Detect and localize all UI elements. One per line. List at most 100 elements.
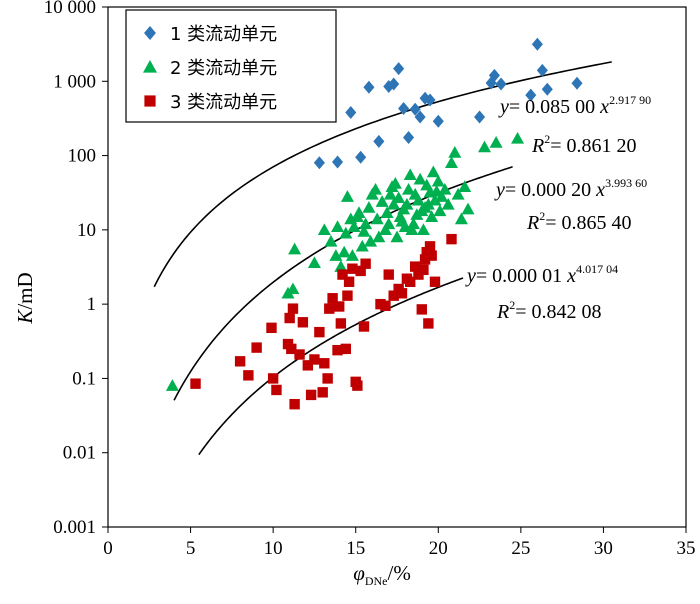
data-point [305, 389, 317, 401]
r2-superscript: 2 [509, 298, 515, 312]
plot-frame [107, 6, 687, 528]
y-tick-label: 0.001 [53, 517, 96, 538]
equation-coef: 0.000 01 [492, 265, 567, 287]
data-point [380, 206, 394, 218]
data-point [243, 370, 254, 381]
data-point [319, 358, 330, 369]
r2-superscript: 2 [544, 132, 550, 146]
data-point [286, 343, 297, 355]
data-point [345, 249, 359, 261]
data-point [425, 210, 439, 222]
data-point [419, 254, 431, 265]
data-point [402, 182, 416, 195]
data-point [489, 135, 503, 148]
data-point [334, 301, 345, 312]
data-point [407, 217, 421, 230]
data-point [313, 156, 325, 170]
x-tick-label: 30 [594, 538, 613, 559]
data-point [288, 242, 302, 255]
data-point [324, 303, 335, 314]
data-point [414, 110, 426, 124]
data-point [444, 156, 458, 168]
legend-label-3: 3 类流动单元 [170, 92, 277, 113]
equation-coef: 0.000 20 [521, 179, 596, 201]
fit-curve-1 [153, 61, 612, 288]
equation-eq: = [476, 265, 492, 287]
fit-equation-1: y= 0.085 00 x2.917 90 [498, 93, 651, 118]
data-point [396, 288, 408, 299]
data-point [317, 223, 331, 236]
data-point [418, 264, 429, 275]
data-point [458, 180, 472, 192]
y-axis-symbol: K [13, 309, 37, 325]
data-point [337, 269, 348, 280]
equation-y: y [498, 96, 509, 118]
data-point [364, 234, 378, 247]
data-point [372, 230, 386, 243]
data-point [446, 233, 457, 245]
r2-symbol: R [531, 135, 544, 157]
x-tick-label: 20 [429, 538, 448, 559]
x-tick-label: 10 [264, 538, 283, 559]
data-point [357, 225, 371, 237]
data-point [448, 145, 462, 158]
y-tick-label: 10 000 [44, 0, 96, 18]
equation-y: y [465, 265, 476, 287]
data-point [390, 230, 404, 243]
y-tick-label: 10 [77, 220, 96, 241]
fit-equation-3: y= 0.000 01 x4.017 04 [465, 262, 618, 287]
data-point [411, 193, 425, 206]
data-point [426, 165, 440, 178]
y-tick-label: 0.1 [72, 368, 96, 389]
fit-curve-3 [198, 277, 464, 456]
data-point [432, 114, 444, 128]
x-axis: 0 5 10 15 20 25 30 35 [103, 527, 696, 559]
data-point [355, 265, 366, 277]
data-point [302, 360, 314, 371]
data-point [388, 177, 402, 189]
legend-marker-2 [143, 60, 157, 73]
data-point [337, 245, 351, 258]
legend: 1 类流动单元 2 类流动单元 3 类流动单元 [125, 9, 337, 123]
data-point [340, 343, 352, 355]
data-point [287, 303, 299, 314]
data-point [488, 68, 500, 82]
data-point [541, 82, 553, 96]
equation-y: y [494, 179, 505, 201]
data-point [393, 62, 405, 76]
data-point [441, 197, 455, 210]
x-tick-label: 35 [677, 538, 696, 559]
data-point [347, 220, 361, 232]
legend-label-2: 2 类流动单元 [170, 58, 277, 79]
data-point [347, 263, 358, 274]
data-point [345, 106, 357, 120]
y-tick-label: 1 [87, 294, 97, 315]
data-point [531, 37, 543, 51]
r2-eq: = 0.842 08 [515, 301, 601, 323]
data-point [327, 293, 338, 304]
data-point [511, 131, 525, 144]
r2-symbol: R [526, 212, 539, 234]
data-point [332, 344, 343, 356]
data-point [433, 204, 447, 217]
data-point [335, 318, 347, 329]
y-tick-label: 0.01 [63, 443, 96, 464]
data-point [322, 373, 333, 384]
data-point [478, 140, 492, 153]
data-point [373, 134, 385, 148]
data-point [403, 131, 415, 145]
data-point [369, 182, 383, 195]
equation-x: x [599, 96, 609, 118]
data-point [525, 88, 537, 102]
data-point [378, 223, 392, 236]
data-point [409, 102, 421, 116]
data-point [474, 110, 486, 124]
y-axis: 0.001 0.01 0.1 1 10 100 1 000 10 000 [44, 0, 108, 538]
y-tick-label: 1 000 [53, 71, 96, 92]
legend-box [125, 9, 337, 123]
r2-symbol: R [496, 301, 509, 323]
data-point [271, 384, 282, 396]
data-point [266, 322, 277, 334]
data-point [388, 290, 399, 301]
